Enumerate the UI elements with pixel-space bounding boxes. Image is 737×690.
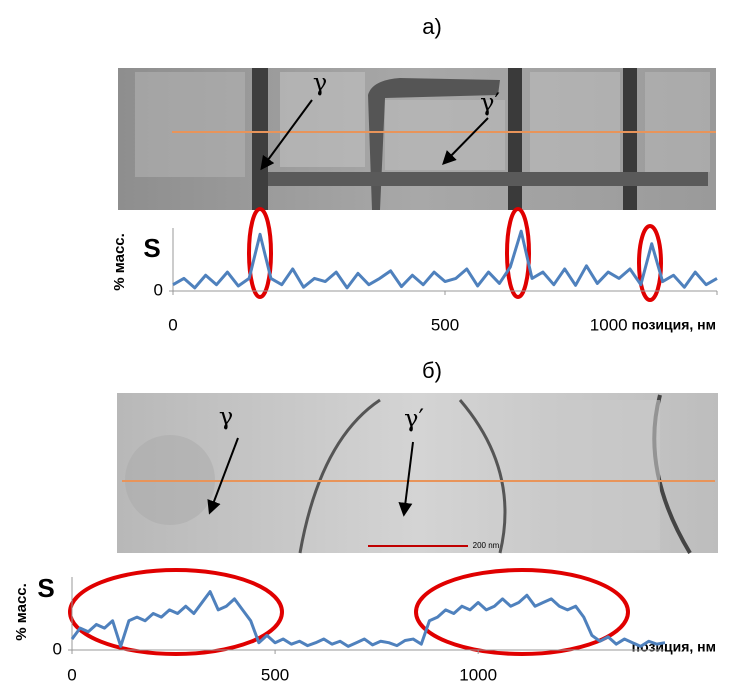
data-line [172, 229, 718, 290]
x-tick-label: 0 [168, 315, 177, 334]
y-axis-label: % масс. [13, 583, 30, 641]
x-tick-label: 500 [261, 665, 289, 684]
micrograph-a [118, 68, 716, 210]
phase-label: γ′ [480, 89, 500, 117]
phase-label: γ [219, 403, 233, 431]
element-label: S [37, 573, 54, 603]
panel-label: а) [422, 14, 442, 39]
phase-label: γ′ [404, 405, 424, 433]
scale-bar-label: 200 nm [473, 541, 500, 550]
x-tick-label: 1000 [590, 315, 628, 334]
x-axis-label: позиция, нм [632, 317, 716, 333]
x-axis-label: позиция, нм [632, 639, 716, 655]
y-tick-label: 0 [53, 639, 62, 658]
phase-label: γ [313, 69, 327, 97]
panel-label: б) [422, 358, 442, 383]
highlights [68, 207, 663, 656]
x-tick-label: 0 [67, 665, 76, 684]
micrograph-b [117, 393, 718, 555]
x-tick-label: 1000 [459, 665, 497, 684]
data-line [70, 590, 666, 648]
x-tick-label: 500 [431, 315, 459, 334]
y-tick-label: 0 [154, 280, 163, 299]
element-label: S [143, 233, 160, 263]
y-axis-label: % масс. [111, 233, 128, 291]
